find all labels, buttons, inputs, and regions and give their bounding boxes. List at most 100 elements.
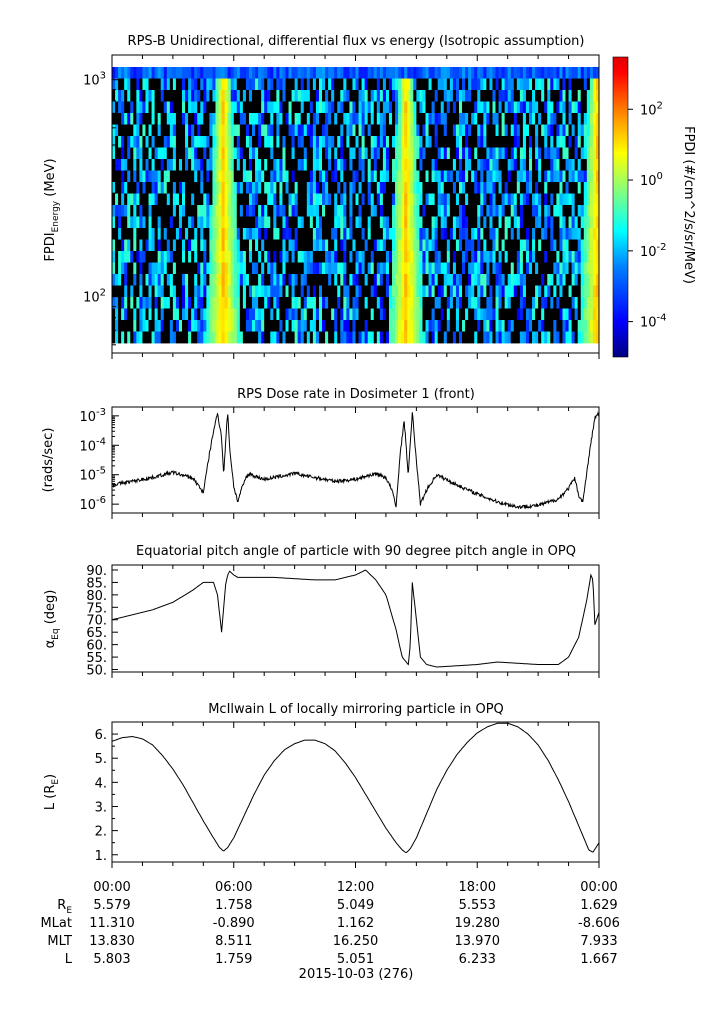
spectrogram-cell xyxy=(556,78,560,91)
spectrogram-cell xyxy=(166,251,171,263)
spectrogram-cell xyxy=(559,147,563,160)
spectrogram-cell xyxy=(328,90,332,102)
spectrogram-cell xyxy=(349,159,353,171)
spectrogram-cell xyxy=(312,297,317,309)
spectrogram-cell xyxy=(291,170,296,183)
spectrogram-cell xyxy=(483,136,487,148)
spectrogram-cell xyxy=(510,205,515,217)
spectrogram-cell xyxy=(370,251,375,263)
spectrogram-cell xyxy=(364,113,369,125)
spectrogram-cell xyxy=(212,251,216,263)
spectrogram-cell xyxy=(166,320,171,332)
spectrogram-cell xyxy=(440,331,445,344)
spectrogram-cell xyxy=(185,262,189,275)
spectrogram-cell xyxy=(175,274,180,286)
spectrogram-cell xyxy=(294,239,299,252)
spectrogram-cell xyxy=(255,101,259,114)
spectrogram-cell xyxy=(334,262,338,275)
spectrogram-cell xyxy=(300,285,305,298)
spectrogram-cell xyxy=(535,113,539,125)
spectrogram-cell xyxy=(513,251,518,263)
spectrogram-cell xyxy=(145,124,149,137)
spectrogram-cell xyxy=(343,67,347,79)
spectrogram-cell xyxy=(525,113,530,125)
spectrogram-cell xyxy=(358,193,362,206)
spectrogram-cell xyxy=(188,101,192,114)
spectrogram-cell xyxy=(364,331,369,344)
spectrogram-y-tick-label: 102 xyxy=(83,288,106,306)
spectrogram-cell xyxy=(206,274,210,286)
spectrogram-cell xyxy=(528,216,533,229)
spectrogram-cell xyxy=(373,308,378,321)
spectrogram-cell xyxy=(248,297,253,309)
spectrogram-cell xyxy=(309,308,314,321)
spectrogram-cell xyxy=(273,193,277,206)
spectrogram-cell xyxy=(571,147,576,160)
spectrogram-cell xyxy=(227,331,232,344)
spectrogram-cell xyxy=(483,193,487,206)
spectrogram-cell xyxy=(395,297,399,309)
spectrogram-cell xyxy=(291,331,296,344)
spectrogram-cell xyxy=(586,308,591,321)
spectrogram-cell xyxy=(547,216,551,229)
spectrogram-cell xyxy=(315,78,320,91)
spectrogram-cell xyxy=(245,101,250,114)
spectrogram-cell xyxy=(349,308,353,321)
spectrogram-cell xyxy=(154,193,159,206)
spectrogram-cell xyxy=(124,90,128,102)
spectrogram-cell xyxy=(139,101,143,114)
spectrogram-cell xyxy=(592,193,597,206)
spectrogram-cell xyxy=(142,159,146,171)
spectrogram-cell xyxy=(538,205,542,217)
spectrogram-cell xyxy=(172,78,177,91)
spectrogram-cell xyxy=(553,78,557,91)
spectrogram-cell xyxy=(343,170,347,183)
spectrogram-cell xyxy=(501,170,506,183)
colorbar-gradient xyxy=(612,56,629,358)
spectrogram-cell xyxy=(273,113,277,125)
spectrogram-cell xyxy=(349,331,353,344)
spectrogram-cell xyxy=(127,308,131,321)
spectrogram-cell xyxy=(364,170,369,183)
spectrogram-cell xyxy=(568,136,572,148)
spectrogram-cell xyxy=(471,262,475,275)
spectrogram-cell xyxy=(471,78,475,91)
spectrogram-cell xyxy=(495,320,499,332)
spectrogram-cell xyxy=(130,147,134,160)
spectrogram-cell xyxy=(154,159,159,171)
spectrogram-cell xyxy=(206,320,210,332)
spectrogram-cell xyxy=(151,101,156,114)
spectrogram-cell xyxy=(574,228,579,240)
spectrogram-cell xyxy=(446,182,451,194)
spectrogram-cell xyxy=(276,170,280,183)
spectrogram-cell xyxy=(337,274,341,286)
spectrogram-cell xyxy=(449,90,454,102)
spectrogram-cell xyxy=(440,78,445,91)
spectrogram-cell xyxy=(248,67,253,79)
spectrogram-cell xyxy=(535,170,539,183)
spectrogram-cell xyxy=(556,274,560,286)
spectrogram-cell xyxy=(282,113,286,125)
spectrogram-cell xyxy=(169,113,174,125)
spectrogram-cell xyxy=(267,67,271,79)
spectrogram-cell xyxy=(358,78,362,91)
spectrogram-cell xyxy=(322,124,326,137)
spectrogram-cell xyxy=(592,297,597,309)
spectrogram-cell xyxy=(361,320,366,332)
spectrogram-cell xyxy=(191,320,195,332)
spectrogram-cell xyxy=(410,205,414,217)
spectrogram-cell xyxy=(370,136,375,148)
spectrogram-cell xyxy=(312,78,317,91)
spectrogram-cell xyxy=(440,113,445,125)
spectrogram-cell xyxy=(547,308,551,321)
spectrogram-cell xyxy=(477,136,481,148)
spectrogram-cell xyxy=(395,320,399,332)
spectrogram-cell xyxy=(401,297,405,309)
spectrogram-cell xyxy=(556,308,560,321)
spectrogram-cell xyxy=(376,205,381,217)
spectrogram-cell xyxy=(528,147,533,160)
spectrogram-cell xyxy=(325,101,329,114)
spectrogram-cell xyxy=(568,274,572,286)
spectrogram-cell xyxy=(352,182,356,194)
spectrogram-cell xyxy=(385,251,390,263)
